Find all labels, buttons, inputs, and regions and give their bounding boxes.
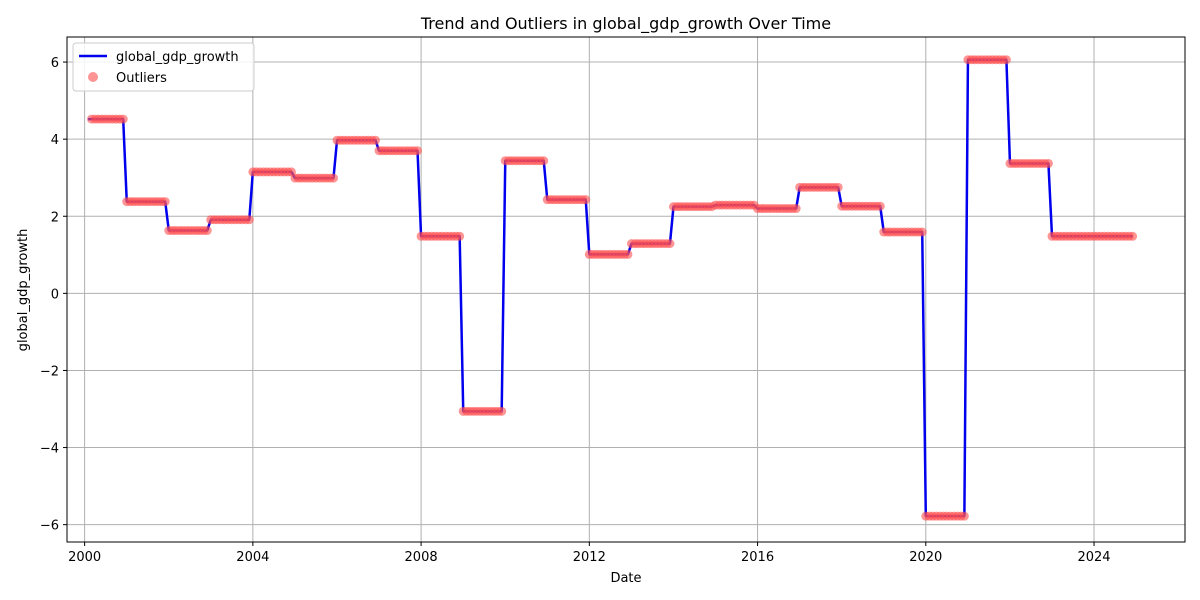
- outlier-point: [1001, 55, 1011, 65]
- y-tick-label: −6: [40, 519, 59, 534]
- legend: global_gdp_growth Outliers: [72, 42, 255, 92]
- x-tick-label: 2020: [909, 550, 942, 565]
- y-axis-label: global_gdp_growth: [16, 229, 31, 352]
- grid: [67, 37, 1185, 542]
- x-tick-label: 2016: [741, 550, 774, 565]
- outlier-point: [202, 226, 212, 236]
- outlier-point: [497, 406, 507, 416]
- outlier-point: [791, 204, 801, 214]
- y-tick-label: 4: [51, 133, 59, 148]
- x-tick-label: 2008: [405, 550, 438, 565]
- legend-outlier-swatch: [88, 72, 98, 82]
- outlier-point: [118, 114, 128, 124]
- y-tick-label: 2: [51, 210, 59, 225]
- y-tick-label: −4: [40, 442, 59, 457]
- outlier-point: [875, 201, 885, 211]
- outlier-point: [665, 239, 675, 249]
- plot-frame: [66, 36, 1186, 543]
- legend-label-line: global_gdp_growth: [116, 50, 239, 65]
- y-axis-ticks: −6 −4 −2 0 2 4 6: [40, 56, 67, 534]
- outlier-point: [328, 173, 338, 183]
- legend-box: [72, 42, 255, 92]
- outlier-point: [160, 197, 170, 207]
- outlier-point: [917, 227, 927, 237]
- outlier-points-layer: [87, 55, 1138, 521]
- outlier-point: [244, 215, 254, 225]
- x-axis-ticks: 2000 2004 2008 2012 2016 2020 2024: [68, 542, 1111, 565]
- chart-title: Trend and Outliers in global_gdp_growth …: [420, 14, 831, 34]
- y-tick-label: 6: [51, 56, 59, 71]
- outlier-point: [833, 182, 843, 192]
- x-tick-label: 2012: [573, 550, 606, 565]
- legend-label-outliers: Outliers: [116, 71, 167, 86]
- x-tick-label: 2024: [1077, 550, 1110, 565]
- x-axis-label: Date: [610, 571, 641, 586]
- outlier-point: [413, 146, 423, 156]
- outlier-point: [539, 156, 549, 166]
- outlier-point: [455, 231, 465, 241]
- y-tick-label: 0: [51, 287, 59, 302]
- outlier-point: [1128, 231, 1138, 241]
- outlier-point: [370, 135, 380, 145]
- outlier-point: [959, 511, 969, 521]
- outlier-point: [1043, 158, 1053, 168]
- y-tick-label: −2: [40, 364, 59, 379]
- outlier-point: [581, 195, 591, 205]
- x-tick-label: 2000: [68, 550, 101, 565]
- x-tick-label: 2004: [236, 550, 269, 565]
- outlier-point: [623, 249, 633, 259]
